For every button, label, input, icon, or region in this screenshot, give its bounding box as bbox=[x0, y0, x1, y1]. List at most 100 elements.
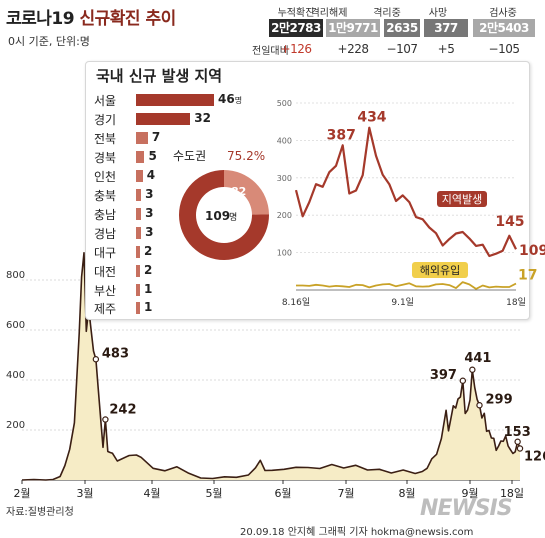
stat-label-isolated: 격리중 bbox=[373, 8, 401, 19]
region-label: 대구 bbox=[94, 246, 117, 260]
peak-marker bbox=[102, 416, 109, 423]
inset-y-tick-label: 300 bbox=[277, 174, 292, 183]
x-tick-label: 8월 bbox=[398, 487, 415, 500]
region-label: 전북 bbox=[94, 132, 117, 146]
y-tick-label: 600 bbox=[6, 320, 25, 331]
region-value: 3 bbox=[145, 187, 154, 201]
data-label: 483 bbox=[102, 346, 129, 361]
peak-marker bbox=[459, 377, 467, 384]
stat-value-released: 1만9771 bbox=[326, 19, 380, 37]
diff-label: 전일대비 bbox=[252, 46, 289, 57]
stat-diff-deaths: +5 bbox=[437, 42, 455, 56]
stat-value-testing: 2만5403 bbox=[473, 19, 535, 37]
stat-diff-testing: −105 bbox=[488, 42, 520, 56]
inset-data-label: 17 bbox=[518, 268, 537, 284]
region-bar bbox=[136, 265, 140, 277]
page-title: 코로나19 신규확진 추이 bbox=[6, 4, 176, 29]
y-tick-label: 400 bbox=[6, 370, 25, 381]
region-bar bbox=[136, 227, 142, 239]
region-value: 2 bbox=[144, 244, 153, 258]
data-label: 397 bbox=[430, 368, 457, 383]
inset-y-tick-label: 400 bbox=[277, 136, 292, 145]
region-value: 3 bbox=[145, 206, 154, 220]
region-value: 5 bbox=[148, 149, 157, 163]
region-bar bbox=[136, 189, 142, 201]
region-value: 1 bbox=[144, 282, 153, 296]
donut-total-unit: 명 bbox=[229, 212, 237, 223]
region-label: 경북 bbox=[94, 151, 117, 165]
stat-label-released: 격리해제 bbox=[310, 8, 348, 19]
donut-slice-other bbox=[224, 170, 269, 215]
stat-diff-confirmed: +126 bbox=[280, 42, 312, 56]
data-label: 441 bbox=[464, 351, 491, 366]
region-value: 4 bbox=[146, 168, 156, 182]
imported-series-tag bbox=[412, 262, 468, 278]
stat-label-confirmed: 누적확진 bbox=[277, 8, 315, 19]
inset-y-tick-label: 100 bbox=[277, 249, 292, 258]
x-tick-label: 9월 bbox=[461, 487, 478, 500]
region-bar bbox=[136, 170, 143, 182]
stat-value-deaths: 377 bbox=[424, 19, 468, 37]
region-bar bbox=[136, 284, 140, 296]
local-series-name: 지역발생 bbox=[442, 193, 482, 206]
x-tick-label: 3월 bbox=[76, 487, 93, 500]
peak-marker bbox=[516, 445, 524, 452]
region-bar bbox=[136, 94, 214, 106]
stat-value-confirmed: 2만2783 bbox=[269, 19, 323, 37]
region-bar bbox=[136, 302, 140, 314]
region-bar bbox=[136, 151, 145, 163]
region-value: 46명 bbox=[218, 92, 243, 106]
data-label: 299 bbox=[485, 392, 512, 407]
imported-series-name: 해외유입 bbox=[420, 263, 460, 277]
data-label: 153 bbox=[504, 425, 531, 440]
peak-marker bbox=[92, 356, 100, 363]
title-prefix: 코로나19 bbox=[6, 9, 80, 29]
inset-x-tick-label: 18일 bbox=[506, 297, 526, 308]
region-label: 대전 bbox=[94, 265, 117, 279]
stat-diff-isolated: −107 bbox=[386, 42, 418, 56]
inset-x-tick-label: 9.1일 bbox=[391, 297, 414, 308]
region-label: 경남 bbox=[94, 227, 117, 241]
region-value: 7 bbox=[151, 130, 161, 144]
inset-y-tick-label: 500 bbox=[277, 99, 292, 108]
regional-title: 국내 신규 발생 지역 bbox=[96, 67, 223, 85]
inset-data-label: 434 bbox=[357, 110, 386, 126]
x-tick-label: 5월 bbox=[205, 487, 222, 500]
subtitle: 0시 기준, 단위:명 bbox=[8, 35, 90, 48]
region-label: 부산 bbox=[94, 284, 117, 298]
region-label: 충남 bbox=[94, 208, 117, 222]
x-tick-label: 7월 bbox=[337, 487, 354, 500]
title-accent: 신규확진 추이 bbox=[79, 9, 177, 29]
newsis-logo: NEWSIS bbox=[420, 496, 513, 521]
x-tick-label: 2월 bbox=[13, 487, 30, 500]
source-note: 자료:질병관리청 bbox=[6, 507, 74, 518]
region-bar bbox=[136, 208, 142, 220]
region-bar bbox=[136, 246, 140, 258]
region-label: 경기 bbox=[94, 113, 117, 127]
inset-x-tick-label: 8.16일 bbox=[282, 297, 310, 308]
donut-slice-capital bbox=[179, 170, 269, 260]
donut-percent: 75.2% bbox=[227, 149, 265, 163]
region-label: 제주 bbox=[94, 302, 117, 316]
data-label: 126 bbox=[524, 450, 545, 465]
peak-marker bbox=[514, 438, 521, 445]
donut-total: 109 bbox=[205, 209, 230, 223]
peak-marker bbox=[469, 366, 476, 373]
inset-data-label: 145 bbox=[495, 214, 524, 230]
y-tick-label: 800 bbox=[6, 270, 25, 281]
region-label: 충북 bbox=[94, 189, 117, 203]
region-bar bbox=[136, 113, 191, 125]
imported-series-line bbox=[296, 281, 517, 290]
local-series-line bbox=[294, 126, 517, 258]
x-tick-label: 4월 bbox=[143, 487, 160, 500]
region-value: 1 bbox=[144, 300, 153, 314]
region-value: 3 bbox=[145, 225, 154, 239]
x-tick-label: 6월 bbox=[274, 487, 291, 500]
local-series-tag bbox=[437, 191, 487, 207]
region-bar bbox=[136, 132, 148, 144]
y-tick-label: 200 bbox=[6, 420, 25, 431]
donut-capital-value: 82 bbox=[231, 185, 246, 198]
region-value: 2 bbox=[144, 263, 153, 277]
inset-data-label: 387 bbox=[327, 127, 356, 143]
